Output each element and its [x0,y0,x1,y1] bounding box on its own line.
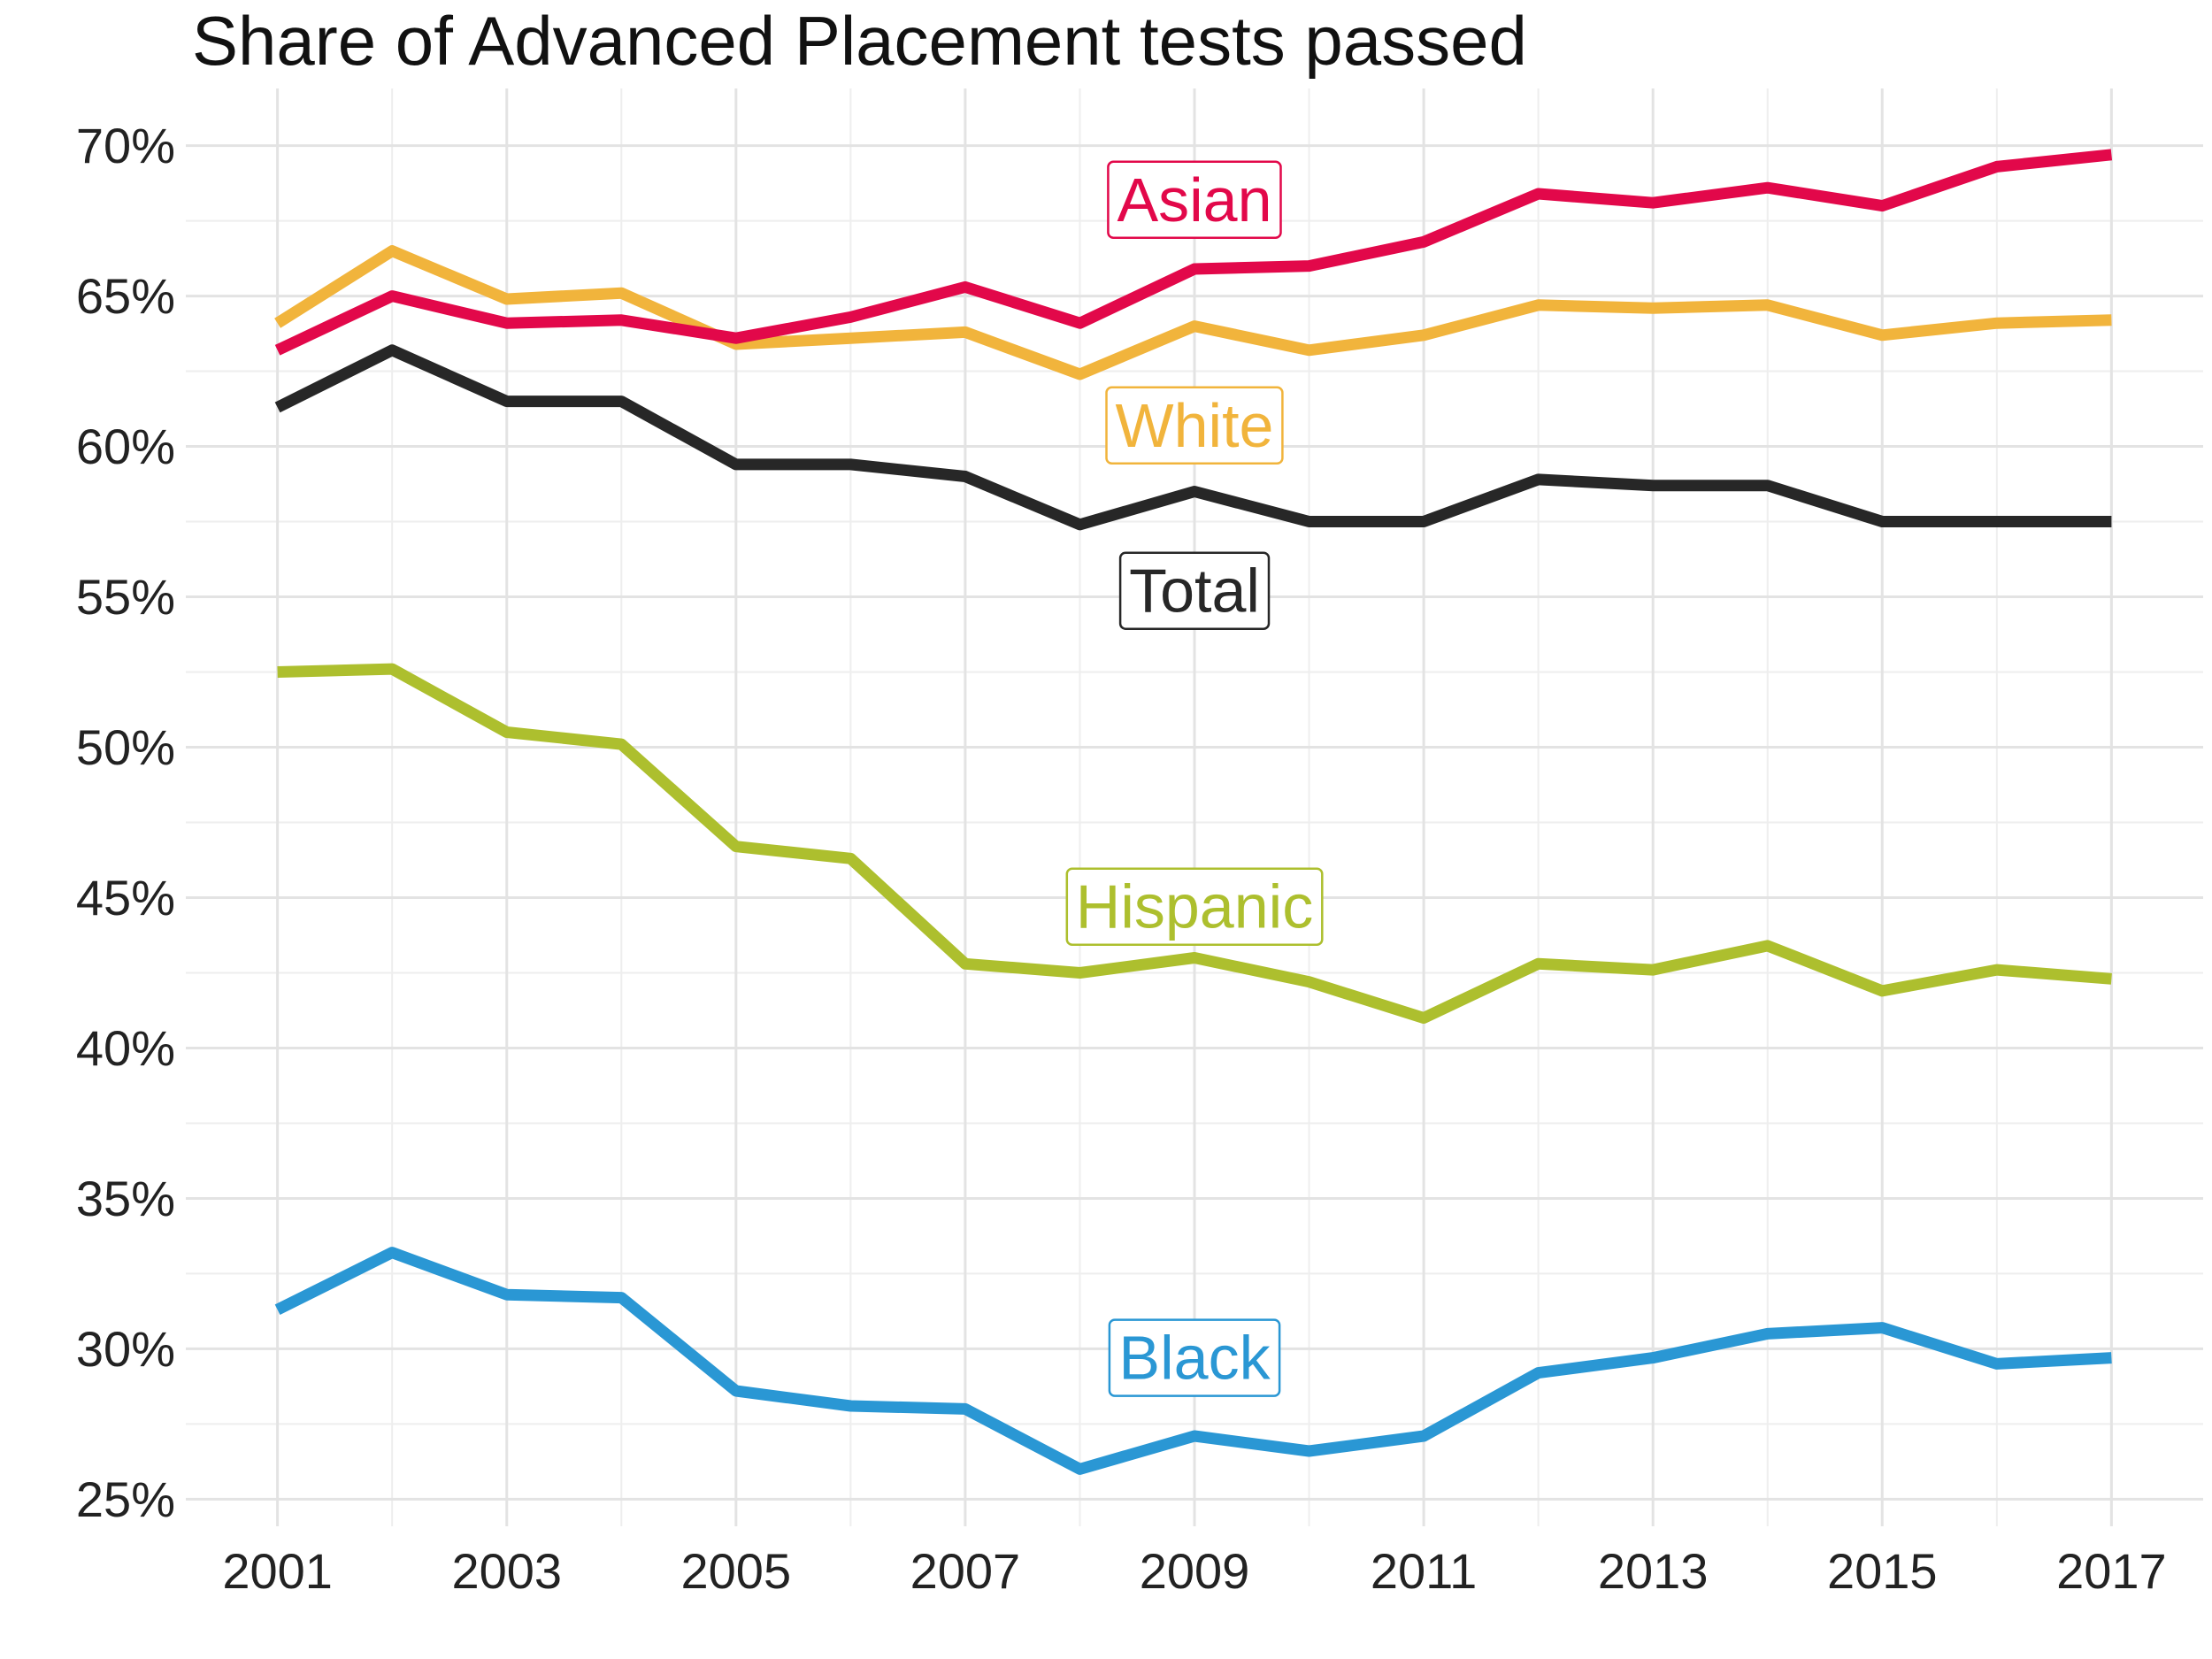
x-tick-label: 2013 [1598,1543,1709,1599]
series-label-text: Black [1118,1324,1271,1393]
series-line-black [274,1247,2112,1475]
gridlines [186,88,2203,1526]
series-label-text: White [1116,391,1274,460]
series-label-hispanic: Hispanic [1065,867,1324,946]
x-tick-label: 2001 [222,1543,333,1599]
series-label-box [1105,386,1284,465]
series-labels: Asian White Total Hispanic Black [1065,160,1324,1397]
x-tick-label: 2005 [681,1543,792,1599]
series-line-asian [274,149,2113,356]
y-tick-label: 55% [76,569,175,625]
series-label-white: White [1105,386,1284,465]
series-label-box [1065,867,1324,946]
series-label-asian: Asian [1107,160,1282,240]
y-tick-label: 70% [76,118,175,173]
x-tick-label: 2015 [1827,1543,1938,1599]
series-line-total [274,344,2112,531]
series-label-box [1108,1318,1281,1397]
series-label-box [1107,160,1282,240]
series-label-text: Hispanic [1076,872,1313,941]
y-tick-label: 50% [76,719,175,775]
x-tick-label: 2011 [1371,1543,1477,1599]
x-tick-label: 2003 [451,1543,562,1599]
series-label-text: Asian [1117,165,1271,234]
series-label-total: Total [1118,551,1271,630]
y-tick-label: 65% [76,268,175,324]
y-tick-label: 30% [76,1321,175,1377]
y-tick-label: 25% [76,1471,175,1527]
series-label-text: Total [1129,557,1260,626]
chart-title: Share of Advanced Placement tests passed [192,2,1527,80]
y-tick-label: 45% [76,870,175,926]
y-tick-label: 60% [76,419,175,474]
y-tick-label: 35% [76,1171,175,1226]
x-tick-label: 2017 [2056,1543,2167,1599]
series-lines [274,149,2113,1475]
series-label-black: Black [1108,1318,1281,1397]
y-tick-label: 40% [76,1020,175,1076]
axis-tick-labels: 25% 30% 35% 40% 45% 50% 55% 60% 65% 70% 2001 2003 20… [76,118,2167,1599]
series-label-box [1118,551,1271,630]
x-tick-label: 2009 [1140,1543,1250,1599]
series-line-white [274,245,2112,380]
series-line-hispanic [277,663,2112,1024]
x-tick-label: 2007 [910,1543,1021,1599]
